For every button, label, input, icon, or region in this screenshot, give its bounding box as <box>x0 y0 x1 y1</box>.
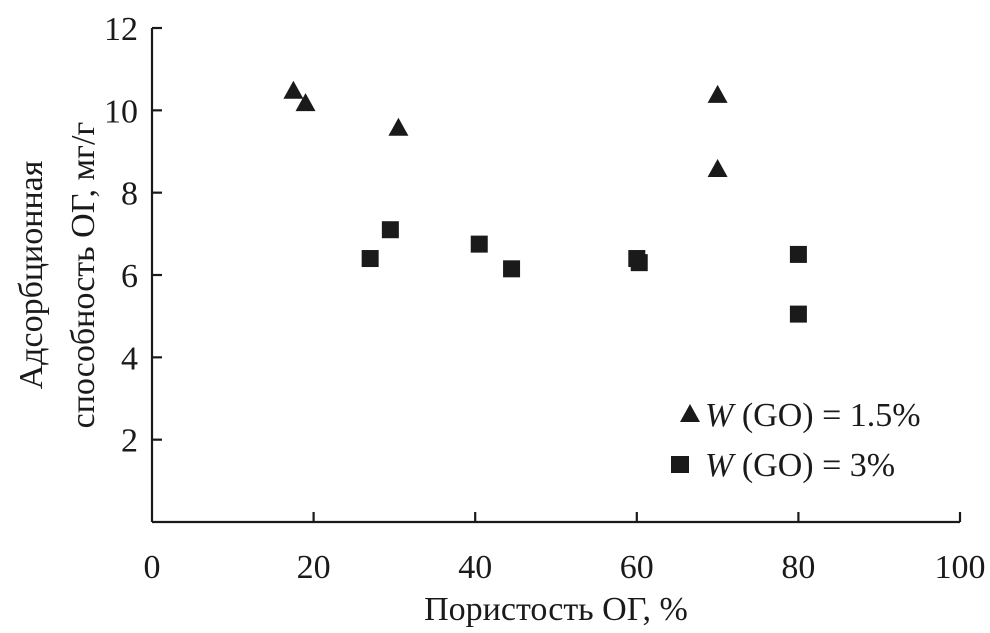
y-tick-label: 12 <box>104 11 138 48</box>
data-point-triangle <box>707 84 728 103</box>
legend-label-1-w: W <box>705 397 736 434</box>
legend-marker-triangle <box>680 404 700 422</box>
x-ticks: 0 20 40 60 80 100 <box>144 512 986 586</box>
legend-label-2-rest: (GO) = 3% <box>733 447 895 484</box>
y-tick-label: 10 <box>104 93 138 130</box>
data-point-square <box>361 250 379 268</box>
data-point-square <box>381 221 399 239</box>
x-tick-label: 100 <box>935 549 986 586</box>
x-axis-title: Пористость ОГ, % <box>424 591 688 628</box>
data-point-square <box>789 245 807 263</box>
data-point-square <box>630 254 648 272</box>
data-points <box>283 80 807 323</box>
legend-label-2: W (GO) = 3% <box>705 447 895 484</box>
y-axis-title-line2: способность ОГ, мг/г <box>65 122 102 429</box>
y-tick-label: 4 <box>121 340 138 377</box>
legend-label-1: W (GO) = 1.5% <box>705 397 921 434</box>
x-tick-label: 80 <box>781 549 815 586</box>
legend-item-1: W (GO) = 1.5% <box>680 397 921 434</box>
data-point-triangle <box>295 93 316 112</box>
legend-label-2-w: W <box>705 447 736 484</box>
legend: W (GO) = 1.5% W (GO) = 3% <box>671 397 921 484</box>
legend-label-1-rest: (GO) = 1.5% <box>733 397 920 434</box>
data-point-triangle <box>283 80 304 99</box>
data-point-triangle <box>388 117 409 136</box>
y-tick-label: 6 <box>121 258 138 295</box>
data-point-square <box>470 235 488 253</box>
x-tick-label: 40 <box>458 549 492 586</box>
x-tick-label: 20 <box>297 549 331 586</box>
y-tick-label: 8 <box>121 176 138 213</box>
y-ticks: 2 4 6 8 10 12 <box>104 11 162 460</box>
y-axis-title-line1: Адсорбционная <box>13 160 50 389</box>
legend-marker-square <box>671 456 689 473</box>
y-tick-label: 2 <box>121 423 138 460</box>
x-tick-label: 60 <box>620 549 654 586</box>
x-tick-label: 0 <box>144 549 161 586</box>
data-point-square <box>503 260 521 278</box>
data-point-triangle <box>707 158 728 177</box>
y-axis-title: Адсорбционная способность ОГ, мг/г <box>13 122 102 429</box>
legend-item-2: W (GO) = 3% <box>671 447 895 484</box>
data-point-square <box>789 305 807 323</box>
